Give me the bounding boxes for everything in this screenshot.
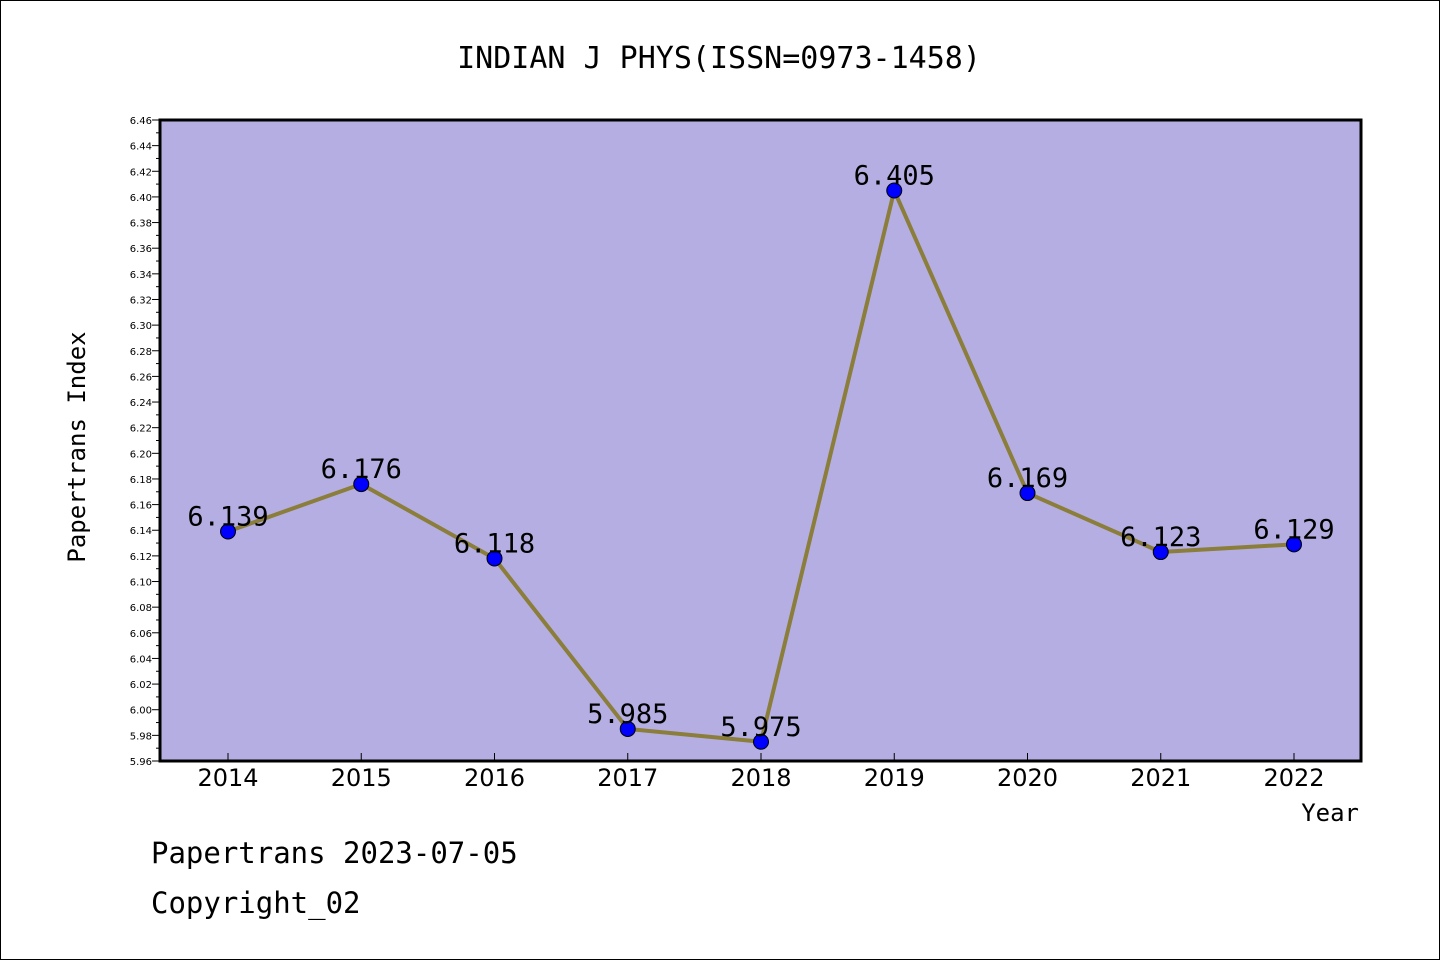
y-tick-label: 6.38 <box>130 219 152 230</box>
x-tick-label: 2018 <box>730 764 791 792</box>
data-point-label: 6.176 <box>321 454 402 485</box>
y-tick-label: 6.30 <box>130 321 152 332</box>
data-point-marker <box>753 733 769 750</box>
data-point-marker <box>220 523 236 540</box>
x-tick-label: 2016 <box>464 764 525 792</box>
x-axis-ticks: 2014 2015 2016 2017 2018 2019 2020 2021 2022 <box>197 753 1325 792</box>
data-point-marker <box>1152 544 1169 561</box>
data-point-label: 5.975 <box>720 712 801 743</box>
data-point-marker <box>1019 485 1036 502</box>
y-tick-label: 6.08 <box>130 603 152 614</box>
y-tick-label: 6.46 <box>130 116 152 127</box>
plot-area <box>160 120 1361 761</box>
chart-title: INDIAN J PHYS(ISSN=0973-1458) <box>457 41 981 76</box>
plot-border <box>158 118 1363 763</box>
y-tick-label: 6.16 <box>130 501 152 512</box>
y-axis-ticks: 5.96 5.98 6.00 6.02 6.04 6.06 6.08 6.10 6.12 6.14… <box>130 116 160 768</box>
x-axis-title: Year <box>1301 799 1359 827</box>
x-tick-label: 2020 <box>997 764 1058 792</box>
x-tick-label: 2022 <box>1263 764 1324 792</box>
data-markers <box>220 182 1302 750</box>
data-point-label: 6.139 <box>187 502 268 533</box>
y-tick-label: 6.28 <box>130 347 152 358</box>
data-point-label: 6.129 <box>1253 514 1334 545</box>
data-point-marker <box>1286 536 1302 553</box>
y-tick-label: 6.04 <box>130 654 152 665</box>
data-point-label: 6.169 <box>987 463 1068 494</box>
x-tick-label: 2017 <box>597 764 658 792</box>
y-tick-label: 5.96 <box>130 757 152 768</box>
x-tick-label: 2021 <box>1130 764 1191 792</box>
y-tick-label: 6.06 <box>130 629 152 640</box>
data-point-label: 6.405 <box>854 161 935 192</box>
y-tick-label: 5.98 <box>130 731 152 742</box>
y-tick-label: 6.26 <box>130 372 152 383</box>
data-point-label: 6.123 <box>1120 522 1201 553</box>
data-point-marker <box>886 182 903 199</box>
data-point-marker <box>486 550 503 567</box>
y-tick-label: 6.02 <box>130 680 152 691</box>
footer-date: Papertrans 2023-07-05 <box>151 836 518 870</box>
y-tick-label: 6.00 <box>130 706 152 717</box>
y-tick-label: 6.14 <box>130 526 152 537</box>
y-tick-label: 6.32 <box>130 295 152 306</box>
y-tick-label: 6.44 <box>130 142 152 153</box>
y-tick-label: 6.18 <box>130 475 152 486</box>
y-tick-label: 6.22 <box>130 424 152 435</box>
data-labels: 6.139 6.176 6.118 5.985 5.975 6.405 6.169 6.123… <box>187 161 1334 743</box>
y-axis-title: Papertrans Index <box>63 331 91 562</box>
footer-copyright: Copyright_02 <box>151 886 361 920</box>
y-tick-label: 6.40 <box>130 193 152 204</box>
x-tick-label: 2019 <box>864 764 925 792</box>
data-point-marker <box>353 476 370 493</box>
y-tick-label: 6.42 <box>130 167 152 178</box>
y-tick-label: 6.10 <box>130 578 152 589</box>
y-tick-label: 6.36 <box>130 244 152 255</box>
data-point-marker <box>619 720 636 737</box>
x-tick-label: 2015 <box>331 764 392 792</box>
y-tick-label: 6.20 <box>130 449 152 460</box>
data-point-label: 6.118 <box>454 528 535 559</box>
y-tick-label: 6.34 <box>130 270 152 281</box>
x-tick-label: 2014 <box>197 764 258 792</box>
data-point-label: 5.985 <box>587 699 668 730</box>
y-tick-label: 6.12 <box>130 552 152 563</box>
y-tick-label: 6.24 <box>130 398 152 409</box>
